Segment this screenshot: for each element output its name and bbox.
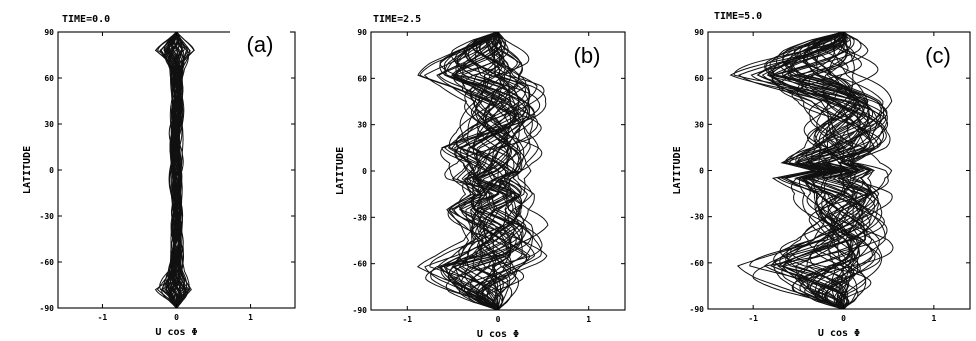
panel-b: -90 -60 -30 0 30 60 90 -1 0 1 TIME=2.5 (b) LATITUDE U… [325,0,650,341]
y-tick-label: -30 [353,213,368,222]
series-line-43 [423,32,532,310]
x-tick-label: 0 [496,315,501,324]
series-line-47 [769,32,878,309]
series-line-46 [444,32,533,310]
x-tick-label: 1 [586,315,591,324]
series-line-42 [160,32,182,308]
curves-group [416,32,549,310]
y-tick-label: -60 [353,260,368,269]
x-axis-label: U cos Φ [155,327,197,338]
y-tick-label: 0 [699,167,704,176]
y-tick-label: 90 [357,28,367,37]
panel-label: (a) [247,32,274,57]
series-line-49 [167,32,182,308]
series-line-40 [444,32,524,310]
series-line-45 [429,32,539,310]
y-tick-label: -90 [353,306,368,315]
chart-a-svg: -90 -60 -30 0 30 60 90 -1 0 1 TIME=0.0 (a) LATITUDE U… [22,14,296,338]
series-line-38 [446,32,531,310]
y-tick-label: -90 [40,304,55,313]
series-line-44 [430,32,549,310]
y-axis-label: LATITUDE [672,146,683,194]
series-line-36 [806,32,864,309]
time-label: TIME=0.0 [62,14,110,25]
x-tick-label: 0 [841,314,846,323]
y-tick-label: 60 [44,74,54,83]
y-tick-label: -60 [690,259,705,268]
y-tick-label: -30 [40,212,55,221]
curves-group [154,32,195,308]
y-tick-label: 0 [362,167,367,176]
y-axis-label: LATITUDE [22,146,33,194]
series-line-41 [417,32,539,310]
x-tick-label: 1 [248,313,253,322]
panel-c: -90 -60 -30 0 30 60 90 -1 0 1 TIME=5.0 (c) LATITUDE U… [650,0,976,341]
series-line-44 [805,32,873,309]
x-tick-label: -1 [748,314,758,323]
panel-label-bg [908,41,968,69]
series-line-47 [439,32,541,310]
x-tick-label: -1 [98,313,108,322]
time-label: TIME=5.0 [714,11,762,22]
y-tick-label: 90 [44,28,54,37]
series-line-41 [769,32,866,309]
y-tick-label: 60 [694,74,704,83]
series-line-48 [750,32,882,309]
series-line-28 [781,32,880,309]
x-tick-label: 0 [174,313,179,322]
series-line-50 [784,32,860,309]
y-tick-label: 0 [49,166,54,175]
series-line-50 [464,32,523,310]
y-tick-label: -90 [690,305,705,314]
series-line-30 [416,32,530,310]
panel-label: (b) [574,43,601,68]
series-line-40 [793,32,871,309]
panel-label-bg [557,41,617,69]
series-line-42 [799,32,884,309]
series-line-2 [448,32,548,310]
x-tick-label: -1 [402,315,412,324]
time-label: TIME=2.5 [373,14,421,25]
y-tick-label: 30 [694,120,704,129]
x-tick-label: 1 [931,314,936,323]
series-line-32 [440,32,523,310]
series-line-49 [459,32,533,310]
chart-b-svg: -90 -60 -30 0 30 60 90 -1 0 1 TIME=2.5 (b) LATITUDE U… [335,14,626,340]
series-line-49 [782,32,866,309]
x-axis-label: U cos Φ [477,329,519,340]
series-line-48 [444,32,531,310]
series-line-33 [424,32,535,310]
y-tick-label: 60 [357,74,367,83]
y-tick-label: -30 [690,213,705,222]
panel-a: -90 -60 -30 0 30 60 90 -1 0 1 TIME=0.0 (a) LATITUDE U… [0,0,325,341]
y-tick-label: 30 [44,120,54,129]
series-line-43 [761,32,874,309]
curves-group [729,32,894,309]
y-axis-label: LATITUDE [335,147,346,195]
series-line-50 [156,32,184,308]
y-tick-label: 30 [357,121,367,130]
panel-label: (c) [925,43,951,68]
chart-c-svg: -90 -60 -30 0 30 60 90 -1 0 1 TIME=5.0 (c) LATITUDE U… [672,11,971,339]
y-tick-label: -60 [40,258,55,267]
x-axis-label: U cos Φ [818,328,860,339]
panel-label-bg [230,30,290,58]
y-tick-label: 90 [694,28,704,37]
